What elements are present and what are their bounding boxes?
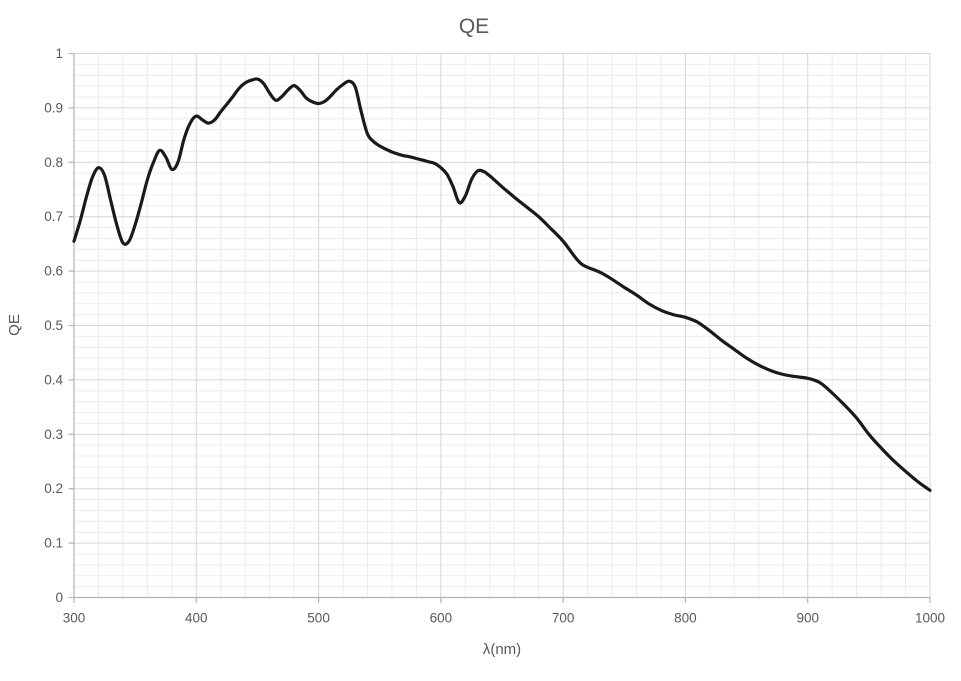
y-axis-title: QE	[6, 314, 23, 336]
x-tick-label: 500	[307, 611, 330, 626]
y-tick-label: 0.9	[44, 100, 63, 115]
x-tick-label: 700	[552, 611, 575, 626]
y-tick-label: 0.4	[44, 372, 63, 387]
tick-labels: 300 400 500 600 700 800 900 1000 0 0.1 0.2 0.3 0.4 0.…	[44, 46, 945, 626]
y-tick-label: 0.7	[44, 209, 63, 224]
x-axis-title: λ(nm)	[483, 641, 521, 658]
x-tick-label: 400	[185, 611, 208, 626]
y-tick-label: 0.8	[44, 155, 63, 170]
x-tick-label: 900	[796, 611, 819, 626]
chart-title: QE	[459, 15, 489, 38]
axes	[68, 52, 931, 603]
y-tick-label: 0	[55, 590, 63, 605]
x-tick-label: 800	[674, 611, 697, 626]
major-gridlines	[74, 53, 931, 598]
y-tick-label: 0.6	[44, 264, 63, 279]
y-tick-label: 0.5	[44, 318, 63, 333]
y-tick-label: 1	[55, 46, 63, 61]
x-tick-label: 1000	[915, 611, 945, 626]
qe-curve	[72, 77, 932, 492]
y-tick-label: 0.1	[44, 536, 63, 551]
x-tick-label: 300	[63, 611, 86, 626]
y-tick-label: 0.2	[44, 481, 63, 496]
y-tick-label: 0.3	[44, 427, 63, 442]
x-tick-label: 600	[430, 611, 453, 626]
